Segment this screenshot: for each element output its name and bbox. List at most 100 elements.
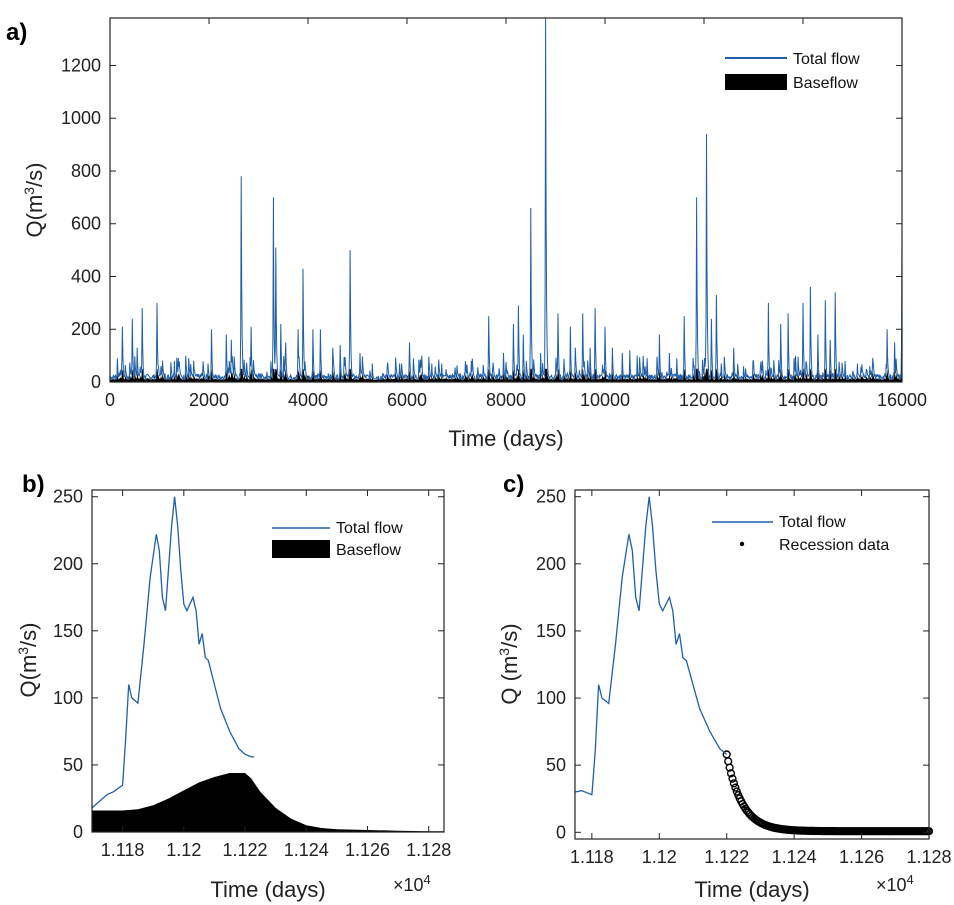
legend-recession-swatch — [739, 541, 745, 547]
panel-b-label: b) — [22, 471, 45, 498]
legend-baseflow-swatch — [272, 540, 330, 558]
panel-b-x-label: Time (days) — [210, 877, 325, 902]
x-multiplier-base: ×10 — [876, 875, 907, 895]
y-label-main: Q(m — [16, 655, 41, 698]
panel-b-frame — [91, 489, 445, 833]
panel-a-y-label: Q(m3/s) — [21, 162, 47, 237]
x-tick-label: 14000 — [778, 390, 828, 410]
y-tick-label: 600 — [71, 214, 101, 234]
legend-total-flow-label: Total flow — [779, 514, 846, 531]
panel-b-y-axis: 0 50 100 150 200 250 — [53, 487, 444, 842]
y-tick-label: 50 — [546, 755, 566, 775]
panel-c-x-multiplier: ×104 — [876, 872, 914, 896]
x-tick-label: 10000 — [580, 390, 630, 410]
recession-point — [725, 763, 734, 772]
panel-a: a) 0 200 400 600 800 1000 1200 0 2000 4000 6000 80… — [6, 17, 927, 451]
y-tick-label: 200 — [53, 554, 83, 574]
x-tick-label: 1.126 — [839, 847, 884, 867]
panel-c-recession-points — [722, 750, 934, 836]
y-tick-label: 200 — [71, 319, 101, 339]
y-tick-label: 1000 — [61, 108, 101, 128]
recession-point — [726, 769, 736, 778]
y-tick-label: 0 — [73, 822, 83, 842]
panel-a-total-flow-series — [109, 17, 903, 382]
y-tick-label: 250 — [536, 487, 566, 507]
panel-b-x-multiplier: ×104 — [393, 872, 431, 896]
x-tick-label: 1.118 — [570, 847, 614, 867]
panel-c-x-label: Time (days) — [694, 877, 809, 902]
recession-point — [731, 783, 740, 792]
x-tick-label: 2000 — [189, 390, 229, 410]
y-tick-label: 100 — [536, 688, 566, 708]
x-tick-label: 1.128 — [406, 840, 451, 860]
panel-b-legend: Total flow Baseflow — [272, 520, 403, 559]
y-tick-label: 200 — [536, 554, 566, 574]
x-tick-label: 6000 — [387, 390, 427, 410]
panel-b-baseflow-area — [92, 773, 444, 832]
y-label-sup: 3 — [496, 648, 512, 656]
panel-a-legend: Total flow Baseflow — [725, 51, 860, 92]
y-tick-label: 150 — [536, 621, 566, 641]
panel-a-label: a) — [6, 19, 27, 46]
y-tick-label: 0 — [91, 372, 101, 392]
x-tick-label: 1.118 — [101, 840, 145, 860]
x-tick-label: 4000 — [288, 390, 328, 410]
total-flow-line — [574, 496, 728, 796]
x-tick-label: 8000 — [486, 390, 526, 410]
x-multiplier-exp: 4 — [424, 872, 431, 887]
legend-baseflow-label: Baseflow — [336, 542, 401, 559]
y-label-main: Q(m — [22, 195, 47, 238]
y-label-sup: 3 — [15, 647, 31, 655]
y-tick-label: 250 — [53, 487, 83, 507]
x-tick-label: 1.126 — [345, 840, 390, 860]
panel-c-x-axis: 1.118 1.12 1.122 1.124 1.126 1.128 — [570, 490, 952, 867]
y-tick-label: 50 — [63, 755, 83, 775]
x-tick-label: 1.124 — [772, 847, 817, 867]
x-tick-label: 0 — [105, 390, 115, 410]
x-tick-label: 1.122 — [704, 847, 749, 867]
panel-a-x-label: Time (days) — [448, 426, 563, 451]
total-flow-line — [91, 496, 255, 809]
x-multiplier-exp: 4 — [907, 872, 914, 887]
legend-total-flow-label: Total flow — [336, 520, 403, 537]
y-label-tail: /s) — [16, 622, 41, 646]
recession-point — [728, 774, 737, 783]
recession-point — [729, 779, 739, 788]
y-label-main: Q (m — [497, 656, 522, 705]
panel-c-legend: Total flow Recession data — [712, 514, 889, 554]
legend-baseflow-label: Baseflow — [793, 75, 858, 92]
x-tick-label: 16000 — [877, 390, 927, 410]
baseflow-area — [92, 773, 444, 832]
panel-a-y-axis: 0 200 400 600 800 1000 1200 — [61, 55, 902, 392]
y-tick-label: 100 — [53, 688, 83, 708]
y-label-tail: /s) — [22, 162, 47, 186]
panel-b-y-label: Q(m3/s) — [15, 622, 41, 697]
panel-c-total-flow-series — [574, 496, 728, 796]
legend-total-flow-label: Total flow — [793, 51, 860, 68]
x-tick-label: 1.122 — [223, 840, 268, 860]
x-tick-label: 1.12 — [166, 840, 201, 860]
panel-c: c) 0 50 100 150 200 250 1.118 1.12 1.122 1.124 1.… — [496, 471, 952, 902]
y-label-sup: 3 — [21, 187, 37, 195]
panel-a-x-axis: 0 2000 4000 6000 8000 10000 12000 14000 16000 — [105, 18, 927, 410]
x-multiplier-base: ×10 — [393, 875, 424, 895]
y-label-tail: /s) — [497, 623, 522, 647]
x-tick-label: 12000 — [679, 390, 729, 410]
x-tick-label: 1.124 — [284, 840, 329, 860]
panel-a-frame — [109, 17, 903, 383]
panel-b-x-axis: 1.118 1.12 1.122 1.124 1.126 1.128 — [101, 490, 451, 860]
legend-recession-label: Recession data — [779, 537, 889, 554]
panel-c-frame — [574, 489, 930, 840]
legend-baseflow-swatch — [725, 74, 787, 90]
y-tick-label: 800 — [71, 161, 101, 181]
y-tick-label: 0 — [556, 822, 566, 842]
panel-b-total-flow-series — [91, 496, 255, 809]
panel-c-label: c) — [503, 471, 524, 498]
y-tick-label: 400 — [71, 266, 101, 286]
total-flow-line — [109, 17, 903, 382]
y-tick-label: 150 — [53, 621, 83, 641]
x-tick-label: 1.12 — [642, 847, 677, 867]
panel-c-y-label: Q (m3/s) — [496, 623, 522, 704]
